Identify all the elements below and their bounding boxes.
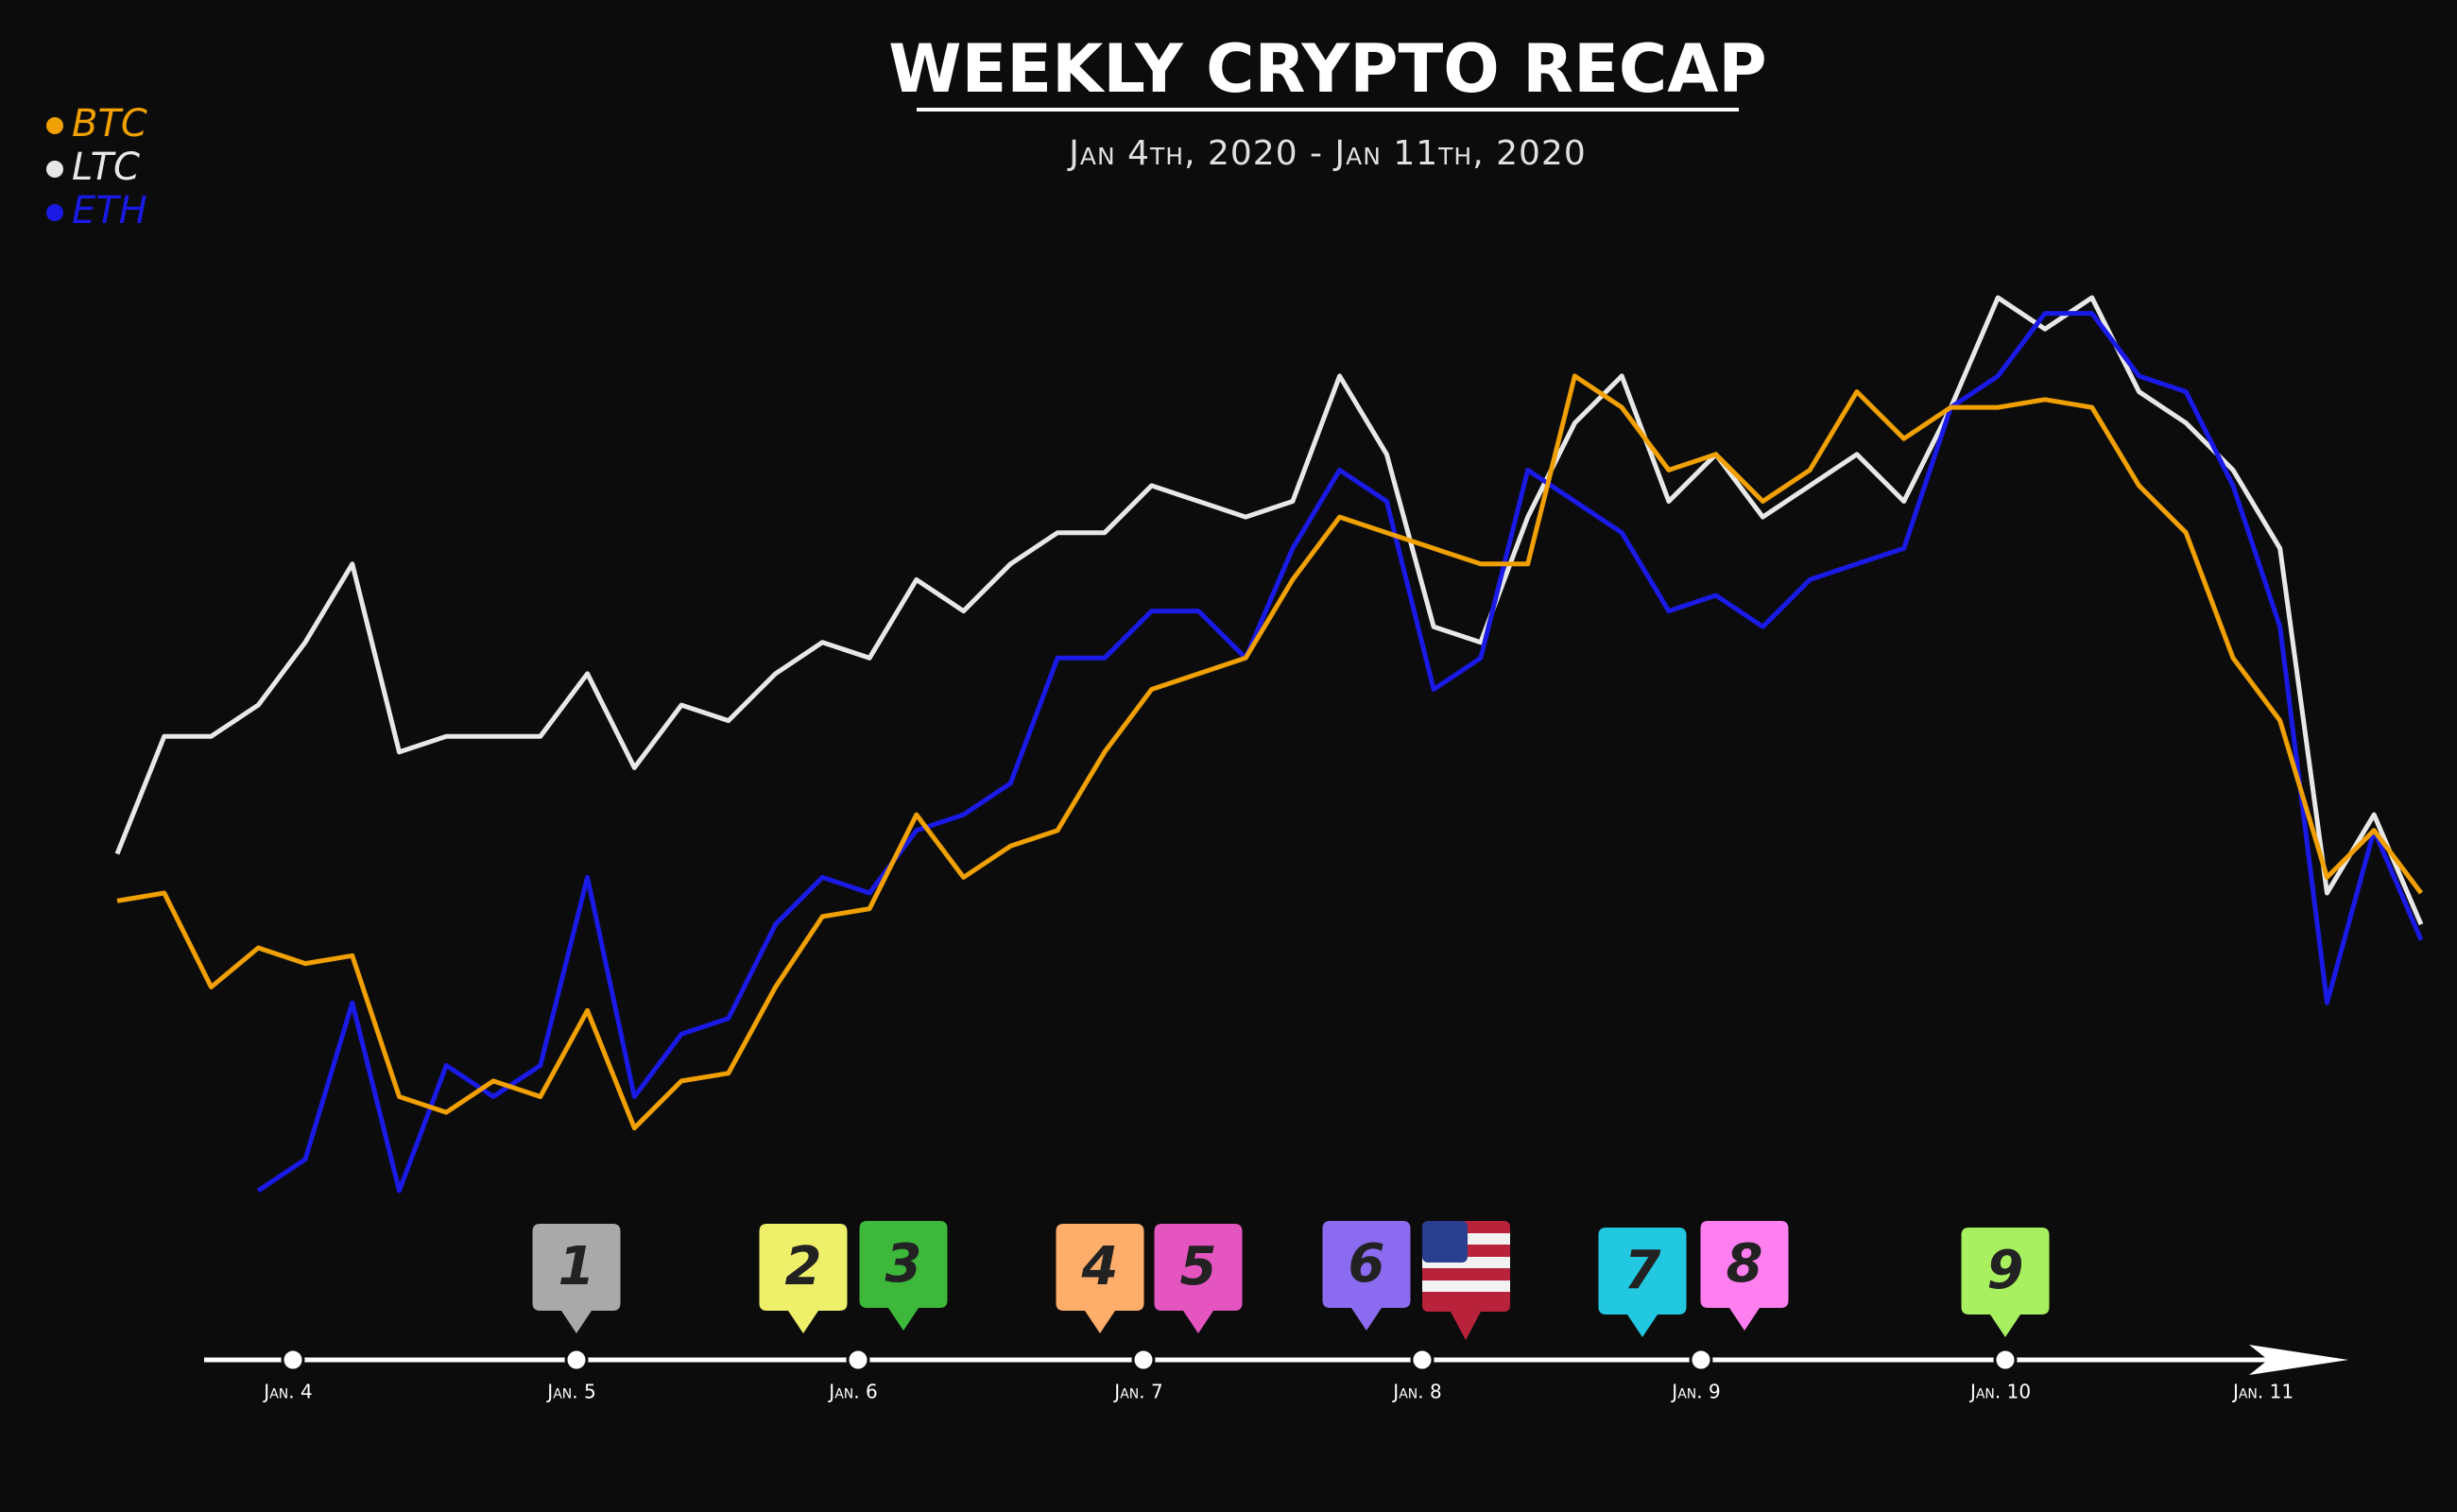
legend-marker	[46, 117, 63, 134]
date-label: Jan. 7	[1112, 1381, 1162, 1403]
event-marker-shape	[859, 1221, 948, 1331]
timeline-dot	[1689, 1348, 1713, 1372]
event-marker-shape	[1056, 1224, 1144, 1333]
chart-title: WEEKLY CRYPTO RECAP	[888, 30, 1766, 108]
event-number: 9	[1987, 1240, 2024, 1301]
timeline-arrow	[2249, 1345, 2348, 1375]
event-marker: 9	[1961, 1228, 2050, 1337]
chart-subtitle: Jan 4th, 2020 - Jan 11th, 2020	[1067, 134, 1586, 173]
legend-label: ETH	[72, 189, 147, 232]
timeline-dot	[1131, 1348, 1156, 1372]
timeline-dot	[1993, 1348, 2018, 1372]
date-label: Jan. 6	[827, 1381, 877, 1403]
series-line	[114, 295, 2424, 926]
event-marker-shape	[1961, 1228, 2050, 1337]
date-label: Jan. 11	[2231, 1381, 2294, 1403]
event-number: 4	[1081, 1236, 1119, 1297]
event-marker: 8	[1700, 1221, 1789, 1331]
flag-icon	[1422, 1221, 1510, 1340]
event-marker: 2	[759, 1224, 848, 1333]
event-marker: 5	[1154, 1224, 1243, 1333]
series-line	[116, 373, 2423, 1131]
event-number: 1	[558, 1236, 595, 1297]
legend-marker	[46, 204, 63, 221]
event-marker-shape	[532, 1224, 621, 1333]
legend-label: LTC	[72, 146, 140, 189]
event-marker: 4	[1056, 1224, 1144, 1333]
date-label: Jan. 9	[1670, 1381, 1720, 1403]
series-line	[256, 311, 2424, 1194]
event-marker: 1	[532, 1224, 621, 1333]
timeline-dot	[1410, 1348, 1435, 1372]
date-label: Jan. 10	[1968, 1381, 2031, 1403]
timeline-dot	[281, 1348, 305, 1372]
event-marker-shape	[1598, 1228, 1687, 1337]
event-marker-shape	[1322, 1221, 1411, 1331]
event-number: 7	[1624, 1240, 1661, 1301]
legend-marker	[46, 161, 63, 178]
event-number: 3	[885, 1233, 922, 1295]
event-marker-shape	[759, 1224, 848, 1333]
event-marker-shape	[1154, 1224, 1243, 1333]
date-label: Jan. 4	[262, 1381, 312, 1403]
timeline-dot	[846, 1348, 870, 1372]
date-label: Jan. 8	[1391, 1381, 1441, 1403]
event-marker: 3	[859, 1221, 948, 1331]
event-marker: 7	[1598, 1228, 1687, 1337]
event-number: 8	[1727, 1233, 1763, 1295]
event-marker: 6	[1322, 1221, 1411, 1331]
legend-label: BTC	[72, 102, 147, 146]
event-number: 2	[785, 1236, 822, 1297]
event-marker-shape	[1700, 1221, 1789, 1331]
timeline-dot	[564, 1348, 589, 1372]
date-label: Jan. 5	[545, 1381, 595, 1403]
event-number: 6	[1349, 1233, 1385, 1295]
event-number: 5	[1180, 1236, 1217, 1297]
